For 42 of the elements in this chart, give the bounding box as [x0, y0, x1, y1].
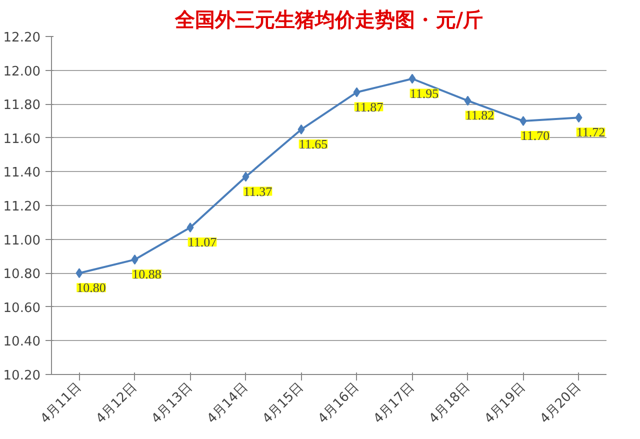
- data-label: 11.72: [576, 124, 606, 140]
- x-tick-label: 4月16日: [316, 380, 362, 427]
- x-tick-label: 4月12日: [94, 380, 140, 427]
- x-tick-label: 4月17日: [371, 380, 418, 427]
- x-tick-label: 4月18日: [426, 380, 474, 427]
- y-tick-label: 12.00: [3, 64, 40, 80]
- x-tick-label: 4月14日: [204, 380, 252, 427]
- point: [298, 124, 305, 134]
- point: [575, 112, 582, 123]
- y-tick-label: 11.00: [3, 233, 40, 248]
- data-label: 10.88: [132, 266, 162, 282]
- data-label: 11.70: [520, 128, 550, 143]
- y-tick-label: 11.40: [3, 166, 40, 181]
- point: [464, 96, 472, 106]
- data-label: 11.87: [354, 99, 384, 114]
- y-tick-label: 11.60: [3, 132, 40, 147]
- point: [186, 222, 194, 232]
- point: [520, 116, 527, 126]
- x-tick-label: 4月19日: [482, 380, 529, 427]
- y-tick-label: 11.20: [3, 200, 40, 214]
- data-label: 11.07: [188, 234, 218, 250]
- point: [131, 254, 138, 265]
- data-label: 11.82: [465, 108, 494, 123]
- x-tick-label: 4月20日: [538, 380, 584, 427]
- x-tick-label: 4月15日: [260, 380, 307, 427]
- point: [242, 172, 250, 182]
- point: [408, 74, 416, 84]
- data-label: 11.65: [298, 136, 328, 152]
- point: [76, 268, 83, 278]
- point: [353, 87, 360, 98]
- y-tick-label: 10.80: [3, 267, 40, 282]
- y-tick-label: 11.80: [3, 98, 40, 114]
- y-tick-label: 10.20: [3, 368, 40, 384]
- x-tick-label: 4月11日: [38, 380, 85, 427]
- data-label: 11.95: [410, 86, 439, 101]
- y-tick-label: 10.60: [3, 300, 40, 316]
- data-label: 11.37: [243, 184, 273, 199]
- y-tick-label: 12.20: [3, 30, 40, 46]
- y-tick-label: 10.40: [3, 334, 40, 350]
- data-label: 10.80: [76, 280, 106, 296]
- chart-title: 全国外三元生猪均价走势图 · 元/斤: [174, 8, 484, 32]
- x-tick-label: 4月13日: [149, 380, 196, 427]
